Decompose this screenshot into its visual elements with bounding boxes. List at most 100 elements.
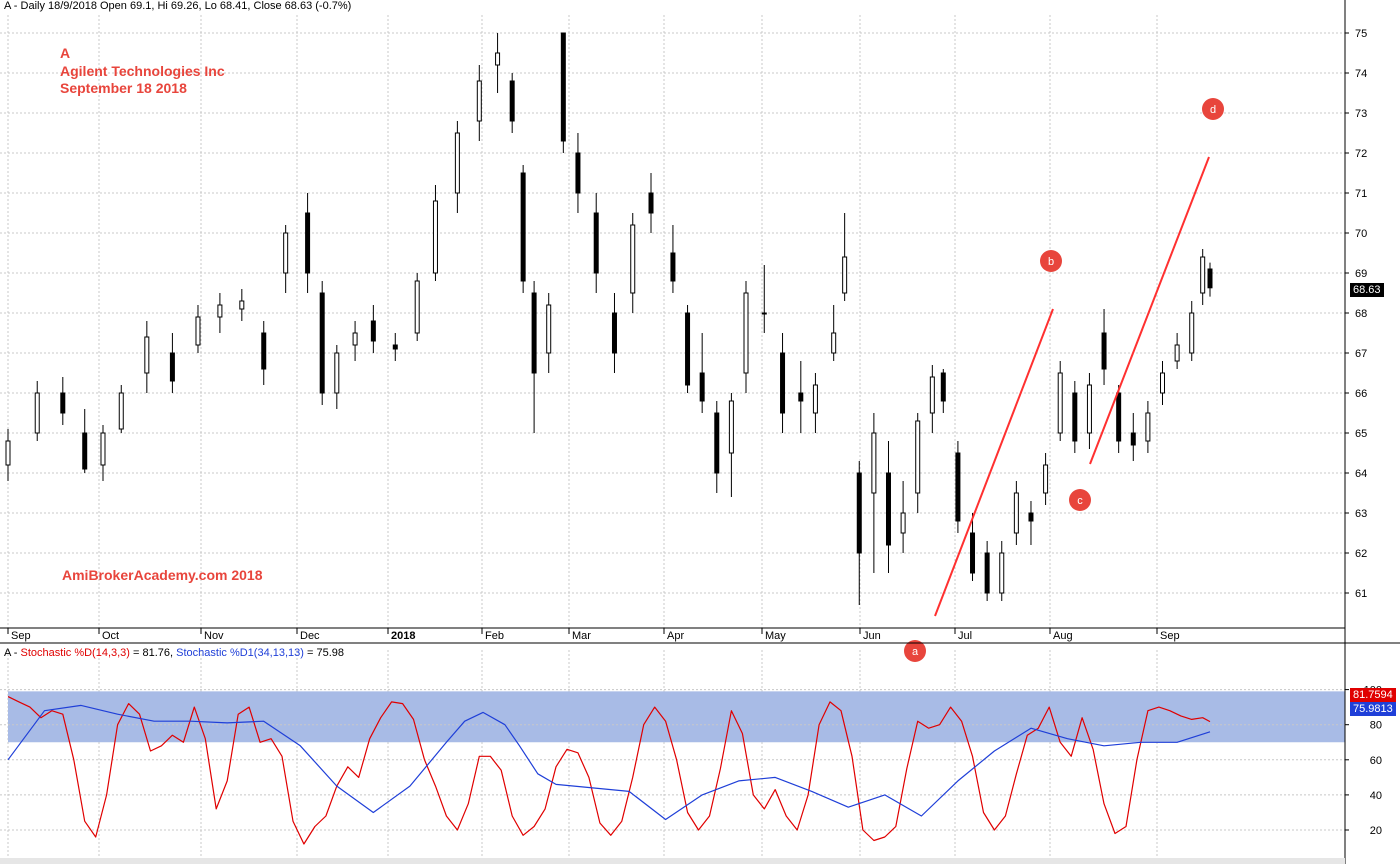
candle-body xyxy=(305,212,311,274)
time-tick-label: Sep xyxy=(1160,630,1180,642)
candle-body xyxy=(648,192,654,214)
candle-body xyxy=(970,532,976,574)
oscillator-header: A - Stochastic %D(14,3,3) = 81.76, Stoch… xyxy=(4,647,344,659)
time-tick-label: Sep xyxy=(11,630,31,642)
stochastic-d-line xyxy=(7,704,1211,821)
wave-label-b: b xyxy=(1048,256,1054,268)
wave-label-d: d xyxy=(1210,104,1216,116)
oscillator-panel: 20406080100 xyxy=(0,685,1382,845)
candle-body xyxy=(1130,432,1136,446)
time-tick-label: Dec xyxy=(300,630,320,642)
candle-body xyxy=(5,440,11,466)
wave-marker-b: b xyxy=(1040,250,1062,272)
price-tick-label: 70 xyxy=(1355,228,1367,240)
candle-body xyxy=(1145,412,1151,442)
time-tick-label: Mar xyxy=(572,630,591,642)
price-tick-label: 64 xyxy=(1355,468,1367,480)
candle-body xyxy=(575,152,581,194)
candle-body xyxy=(495,52,501,66)
wave-label-c: c xyxy=(1077,495,1083,507)
last-k-tag: 81.7594 xyxy=(1350,688,1396,702)
trendlines xyxy=(934,156,1210,617)
price-tick-label: 72 xyxy=(1355,148,1367,160)
osc-k-label: Stochastic %D(14,3,3) xyxy=(20,647,130,659)
trendline-a-b xyxy=(934,308,1054,617)
price-tick-label: 69 xyxy=(1355,268,1367,280)
candle-body xyxy=(34,392,40,434)
candle-body xyxy=(414,280,420,334)
candle-body xyxy=(261,332,267,370)
wave-label-a: a xyxy=(912,646,919,658)
price-panel: b c d a 61 62 63 64 65 66 67 68 69 70 71 72 73 74 75 S… xyxy=(0,15,1367,858)
candle-body xyxy=(520,172,526,282)
candle-body xyxy=(217,304,223,318)
bottom-scrollbar[interactable] xyxy=(0,858,1345,864)
candle-body xyxy=(319,292,325,394)
time-tick-label: Aug xyxy=(1053,630,1073,642)
candle-body xyxy=(1013,492,1019,534)
candle-body xyxy=(630,224,636,294)
candle-body xyxy=(1174,344,1180,362)
candle-body xyxy=(169,352,175,382)
candle-body xyxy=(509,80,515,122)
price-tick-label: 63 xyxy=(1355,508,1367,520)
watermark-label: AmiBrokerAcademy.com 2018 xyxy=(62,567,263,583)
candle-body xyxy=(900,512,906,534)
candle-body xyxy=(940,372,946,402)
candle-body xyxy=(999,552,1005,594)
time-tick-label: Jun xyxy=(863,630,881,642)
candle-body xyxy=(454,132,460,194)
time-axis: Sep Oct Nov Dec 2018 Feb Mar Apr May Jun Jul Aug Sep xyxy=(0,627,1345,642)
candle-body xyxy=(370,320,376,342)
wave-marker-d: d xyxy=(1202,98,1224,120)
price-tick-label: 62 xyxy=(1355,548,1367,560)
candle-body xyxy=(842,256,848,294)
candle-body xyxy=(560,32,566,142)
candle-body xyxy=(1101,332,1107,370)
osc-tick-label: 40 xyxy=(1370,790,1382,802)
candle-body xyxy=(743,292,749,374)
candle-body xyxy=(1189,312,1195,354)
candle-body xyxy=(283,232,289,274)
wave-marker-c: c xyxy=(1069,489,1091,511)
oscillator-axis: 20406080100 xyxy=(1345,685,1382,837)
wave-marker-a: a xyxy=(904,640,926,662)
price-vertical-grid xyxy=(7,15,1158,858)
candle-body xyxy=(1072,392,1078,442)
candle-body xyxy=(984,552,990,594)
stochastic-k-line xyxy=(7,696,1211,845)
candle-body xyxy=(476,80,482,122)
price-axis: 61 62 63 64 65 66 67 68 69 70 71 72 73 74 75 xyxy=(1345,28,1367,600)
price-tick-label: 75 xyxy=(1355,28,1367,40)
candle-body xyxy=(1160,372,1166,394)
time-tick-label: Oct xyxy=(102,630,119,642)
osc-prefix: A - xyxy=(4,647,21,659)
price-tick-label: 61 xyxy=(1355,588,1367,600)
last-d-tag: 75.9813 xyxy=(1350,702,1396,716)
osc-tick-label: 80 xyxy=(1370,720,1382,732)
price-tick-label: 65 xyxy=(1355,428,1367,440)
candle-body xyxy=(1028,512,1034,522)
price-tick-label: 74 xyxy=(1355,68,1367,80)
candle-body xyxy=(761,312,767,315)
chart-header: A - Daily 18/9/2018 Open 69.1, Hi 69.26,… xyxy=(4,0,352,12)
candle-body xyxy=(611,312,617,354)
candle-body xyxy=(812,384,818,414)
wave-markers: b c d a xyxy=(904,98,1224,662)
candle-body xyxy=(1200,256,1206,294)
time-tick-label: Jul xyxy=(958,630,972,642)
time-tick-label: Apr xyxy=(667,630,684,642)
candle-body xyxy=(100,432,106,466)
candle-body xyxy=(432,200,438,274)
candle-body xyxy=(144,336,150,374)
price-tick-label: 67 xyxy=(1355,348,1367,360)
candle-body xyxy=(1207,268,1213,289)
osc-tick-label: 60 xyxy=(1370,755,1382,767)
candle-body xyxy=(955,452,961,522)
time-tick-label: Feb xyxy=(485,630,504,642)
candle-body xyxy=(118,392,124,430)
candle-body xyxy=(334,352,340,394)
candle-body xyxy=(1086,384,1092,434)
price-tick-label: 73 xyxy=(1355,108,1367,120)
